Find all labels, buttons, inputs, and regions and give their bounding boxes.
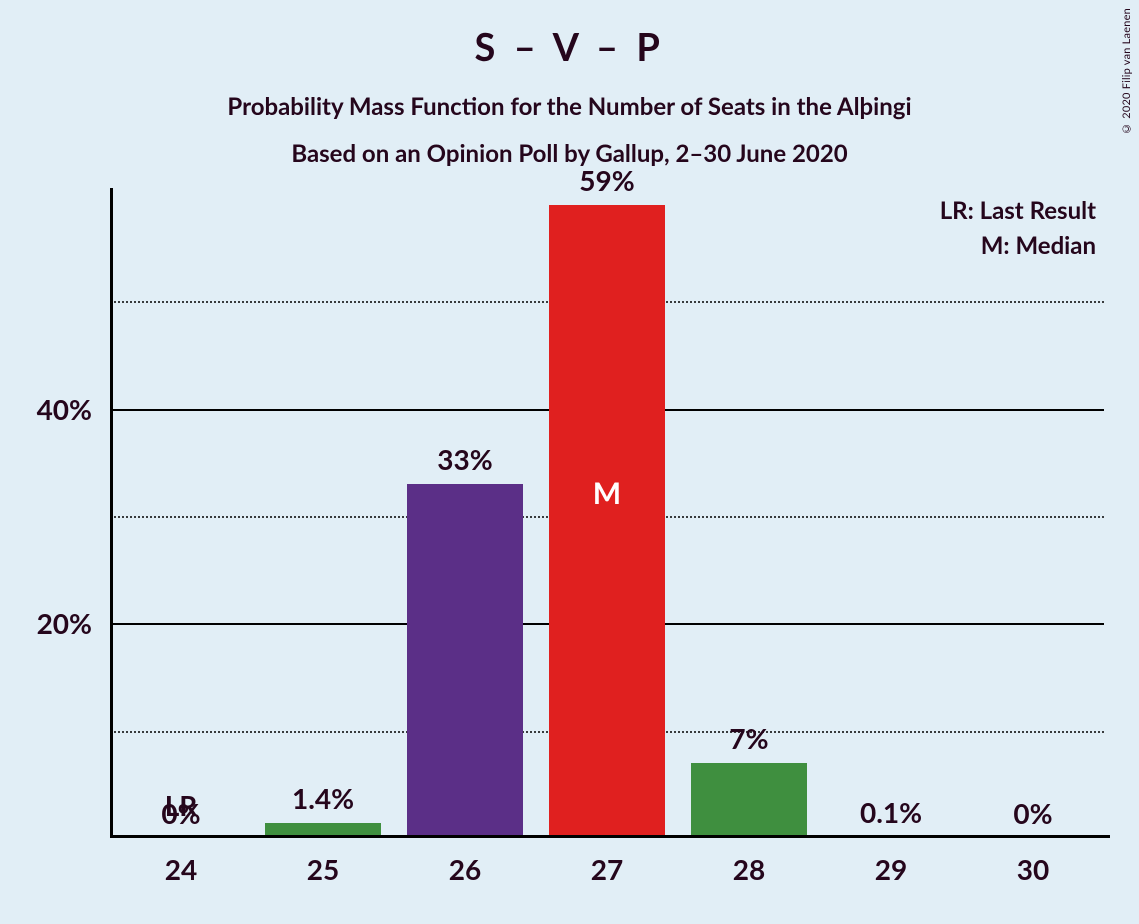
credit-text: © 2020 Filip van Laenen: [1120, 8, 1133, 135]
chart-subtitle-1: Probability Mass Function for the Number…: [0, 92, 1139, 121]
bar-value-label: 1.4%: [292, 781, 354, 815]
bar-value-label: 7%: [729, 721, 768, 755]
y-tick-label: 40%: [37, 392, 110, 426]
x-tick-label: 30: [1017, 838, 1049, 886]
bar: [407, 484, 523, 838]
chart-title: S – V – P: [0, 0, 1139, 70]
bar-value-label: 59%: [579, 163, 634, 197]
x-tick-label: 28: [733, 838, 765, 886]
x-tick-label: 27: [591, 838, 623, 886]
y-axis: [110, 188, 113, 838]
legend: LR: Last Result M: Median: [940, 196, 1096, 266]
bar-annotation: LR: [165, 788, 198, 822]
bar: M: [549, 205, 665, 838]
x-tick-label: 25: [307, 838, 339, 886]
bar-value-label: 33%: [437, 442, 492, 476]
x-axis: [110, 835, 1110, 838]
bar-chart: 20%40%0%LR241.4%2533%26M59%277%280.1%290…: [110, 194, 1104, 838]
legend-m: M: Median: [940, 231, 1096, 260]
x-tick-label: 26: [449, 838, 481, 886]
plot-area: 20%40%0%LR241.4%2533%26M59%277%280.1%290…: [110, 194, 1104, 838]
bar-value-label: 0%: [1013, 796, 1052, 830]
y-tick-label: 20%: [37, 606, 110, 640]
bar: [691, 763, 807, 838]
bar-inner-label: M: [593, 475, 621, 511]
x-tick-label: 24: [165, 838, 197, 886]
x-tick-label: 29: [875, 838, 907, 886]
chart-subtitle-2: Based on an Opinion Poll by Gallup, 2–30…: [0, 139, 1139, 168]
bar-value-label: 0.1%: [860, 795, 922, 829]
legend-lr: LR: Last Result: [940, 196, 1096, 225]
